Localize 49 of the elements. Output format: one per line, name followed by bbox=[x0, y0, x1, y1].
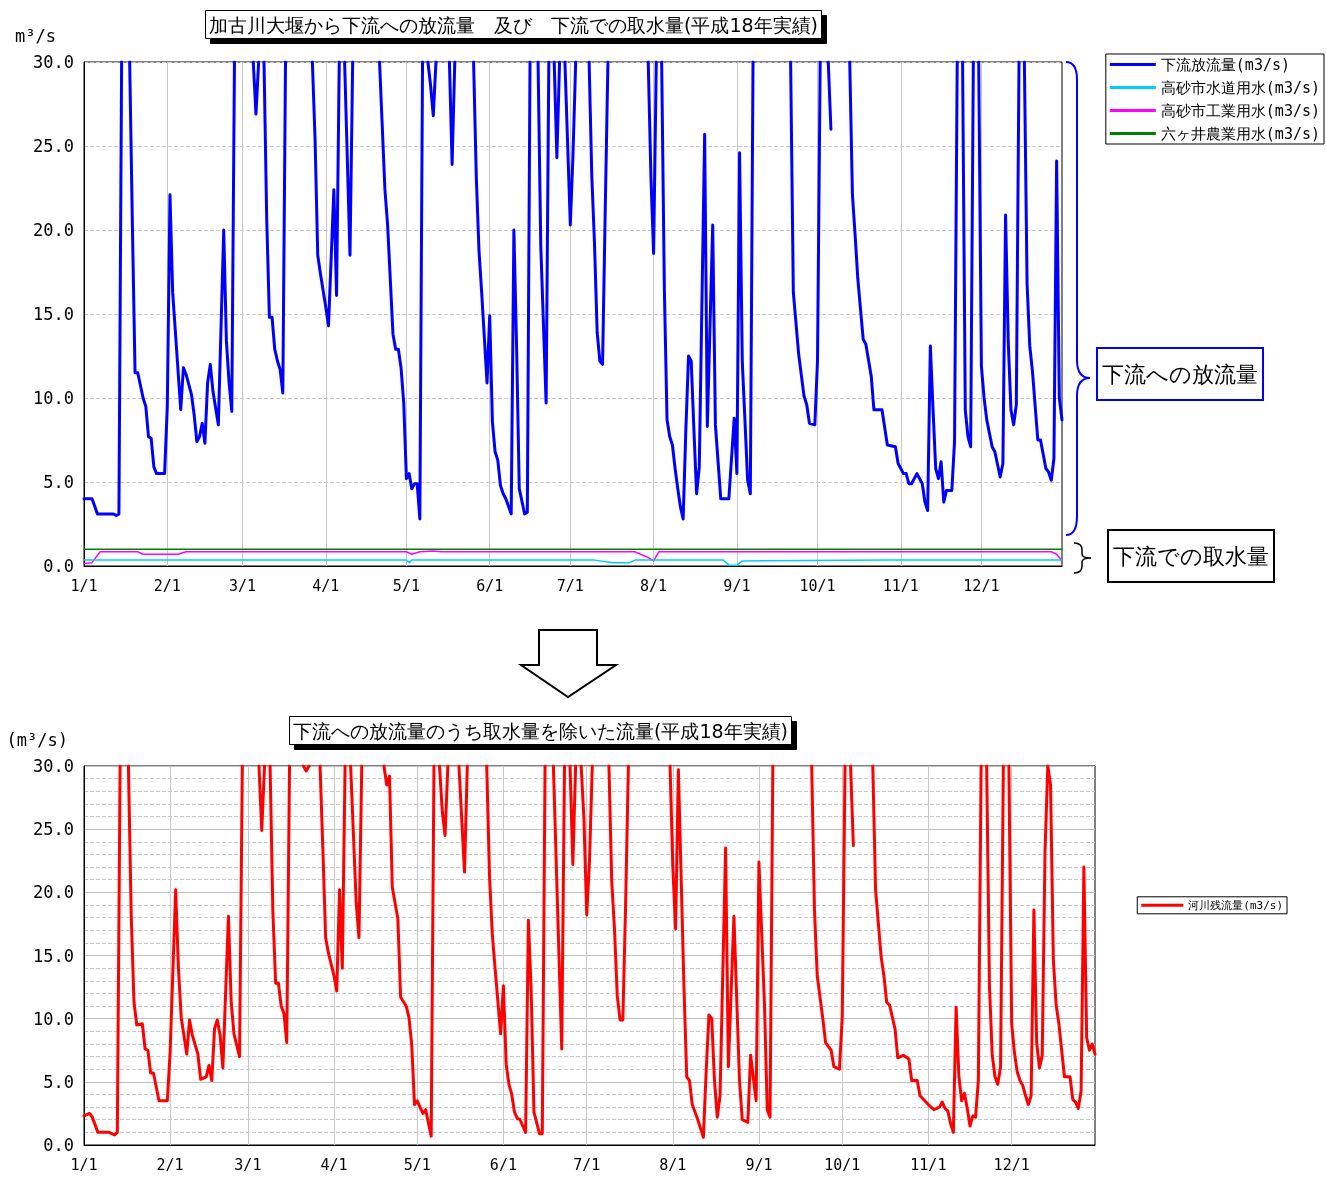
x-tick-label: 8/1 bbox=[659, 1155, 687, 1174]
x-tick-label: 9/1 bbox=[723, 576, 751, 595]
legend-label: 六ヶ井農業用水(m3/s) bbox=[1160, 124, 1320, 143]
x-tick-label: 2/1 bbox=[156, 1155, 184, 1174]
chart-title: 下流への放流量のうち取水量を除いた流量(平成18年実績) bbox=[293, 719, 789, 742]
x-tick-label: 1/1 bbox=[70, 1155, 98, 1174]
y-tick-label: 30.0 bbox=[33, 52, 74, 72]
x-tick-label: 6/1 bbox=[489, 1155, 517, 1174]
legend-label: 高砂市工業用水(m3/s) bbox=[1160, 101, 1320, 120]
x-tick-label: 9/1 bbox=[745, 1155, 773, 1174]
y-tick-label: 5.0 bbox=[43, 1071, 74, 1092]
legend-label: 高砂市水道用水(m3/s) bbox=[1160, 78, 1320, 97]
y-tick-label: 15.0 bbox=[33, 304, 74, 324]
x-tick-label: 3/1 bbox=[228, 576, 257, 595]
y-tick-label: 25.0 bbox=[33, 136, 74, 156]
x-tick-label: 11/1 bbox=[910, 1155, 947, 1174]
y-tick-label: 5.0 bbox=[43, 472, 74, 492]
y-tick-label: 0.0 bbox=[43, 1135, 74, 1155]
x-tick-label: 10/1 bbox=[799, 576, 836, 595]
y-tick-label: 30.0 bbox=[33, 756, 74, 776]
text: 下流での取水量 bbox=[1113, 543, 1269, 569]
text: 下流への放流量 bbox=[1102, 361, 1258, 387]
x-tick-label: 4/1 bbox=[320, 1155, 348, 1174]
y-tick-label: 25.0 bbox=[33, 819, 74, 840]
x-tick-label: 7/1 bbox=[556, 576, 584, 595]
x-tick-label: 5/1 bbox=[392, 576, 420, 595]
x-tick-label: 12/1 bbox=[993, 1155, 1030, 1174]
y-axis-title: m³/s bbox=[15, 25, 56, 46]
x-tick-label: 2/1 bbox=[153, 576, 181, 595]
legend-label: 下流放流量(m3/s) bbox=[1160, 55, 1290, 74]
x-tick-label: 5/1 bbox=[403, 1155, 431, 1174]
y-axis-title: (m³/s) bbox=[6, 729, 68, 750]
y-tick-label: 15.0 bbox=[33, 945, 74, 966]
chart-title: 加古川大堰から下流への放流量 及び 下流での取水量(平成18年実績) bbox=[209, 13, 819, 36]
x-tick-label: 8/1 bbox=[640, 576, 668, 595]
y-tick-label: 10.0 bbox=[33, 1008, 74, 1029]
legend-label: 河川残流量(m3/s) bbox=[1188, 898, 1284, 912]
x-tick-label: 3/1 bbox=[234, 1155, 262, 1174]
x-tick-label: 6/1 bbox=[476, 576, 504, 595]
x-tick-label: 12/1 bbox=[963, 576, 1000, 595]
y-tick-label: 0.0 bbox=[43, 556, 74, 576]
x-tick-label: 4/1 bbox=[312, 576, 340, 595]
x-tick-label: 1/1 bbox=[70, 576, 98, 595]
y-tick-label: 20.0 bbox=[33, 220, 74, 240]
y-tick-label: 10.0 bbox=[33, 388, 74, 408]
x-tick-label: 11/1 bbox=[882, 576, 919, 595]
x-tick-label: 10/1 bbox=[824, 1155, 861, 1174]
x-tick-label: 7/1 bbox=[573, 1155, 601, 1174]
y-tick-label: 20.0 bbox=[33, 882, 74, 903]
